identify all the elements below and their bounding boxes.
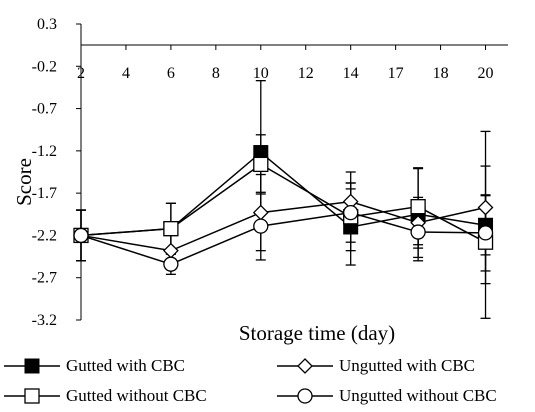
x-axis-label: Storage time (day) [239, 321, 395, 345]
data-point-open-circle [343, 204, 359, 221]
legend-item-ungutted-with-cbc: Ungutted with CBC [275, 354, 475, 378]
legend-item-ungutted-without-cbc: Ungutted without CBC [275, 384, 497, 408]
y-axis-ticks: 0.3 -0.2 -0.7 -1.2 -1.7 -2.2 -2.7 -3.2 [32, 16, 81, 329]
filled-square-marker-icon [4, 358, 60, 374]
error-bars [76, 80, 491, 319]
data-point-open-square [253, 156, 269, 173]
data-point-open-square [410, 199, 426, 215]
x-tick-label: 18 [433, 65, 449, 82]
series-line-2 [80, 163, 486, 243]
legend-label: Ungutted without CBC [339, 386, 497, 405]
x-tick-label: 8 [212, 65, 220, 82]
data-point-open-diamond [162, 242, 179, 259]
x-tick-label: 14 [343, 65, 359, 82]
x-tick-label: 20 [478, 65, 494, 82]
legend-label: Ungutted with CBC [339, 356, 476, 375]
data-point-open-circle [253, 218, 269, 234]
y-tick-label: -1.7 [32, 185, 57, 202]
x-tick-label: 4 [122, 65, 130, 82]
x-tick-label: 6 [167, 65, 175, 82]
y-tick-label: -2.7 [32, 270, 57, 287]
y-axis-label: Score [12, 158, 36, 206]
data-point-open-circle [73, 227, 89, 244]
series-lines [80, 151, 486, 265]
data-point-open-circle [163, 256, 179, 272]
x-axis-ticks: 2 4 6 8 10 12 14 17 18 20 [77, 45, 494, 82]
x-tick-label: 12 [298, 65, 314, 82]
y-tick-label: 0.3 [37, 16, 57, 33]
x-tick-label: 10 [253, 65, 269, 82]
open-square-marker-icon [4, 388, 60, 404]
series-line-1 [80, 200, 486, 252]
open-circle-marker-icon [277, 388, 333, 404]
legend-item-gutted-with-cbc: Gutted with CBC [2, 354, 185, 378]
data-point-open-diamond [477, 199, 494, 216]
series-line-3 [80, 211, 486, 265]
line-chart: 2 4 6 8 10 12 14 17 18 20 0.3 -0.2 -0.7 -1.2 -1.7 -2.2… [12, 16, 508, 345]
legend-label: Gutted without CBC [66, 386, 207, 405]
y-tick-label: -1.2 [32, 143, 57, 160]
open-diamond-marker-icon [277, 358, 333, 374]
y-tick-label: -0.7 [32, 101, 57, 118]
x-tick-label: 2 [77, 65, 85, 82]
data-point-open-diamond [252, 204, 269, 221]
legend-item-gutted-without-cbc: Gutted without CBC [2, 384, 207, 408]
y-tick-label: -0.2 [32, 58, 57, 75]
y-tick-label: -2.2 [32, 227, 57, 244]
series-markers [73, 145, 494, 272]
data-point-open-square [163, 221, 179, 237]
data-point-open-circle [477, 225, 494, 241]
y-tick-label: -3.2 [32, 312, 57, 329]
legend-label: Gutted with CBC [66, 356, 186, 375]
data-point-open-circle [410, 224, 426, 240]
x-tick-label: 17 [388, 65, 404, 82]
chart-legend: Gutted with CBC Ungutted with CBC Gutted… [0, 354, 535, 412]
